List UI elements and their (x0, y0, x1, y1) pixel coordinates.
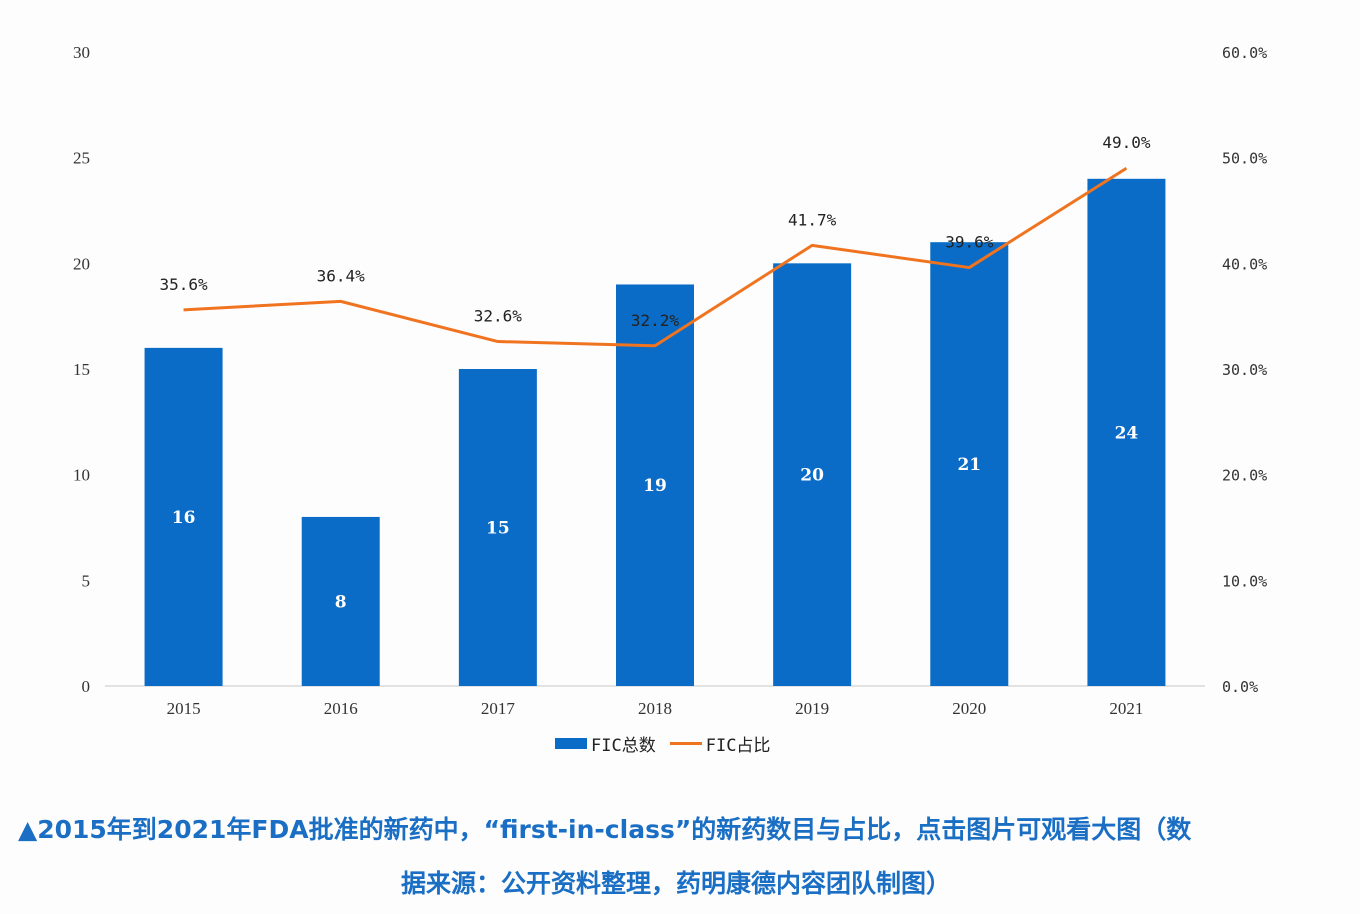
x-tick-label: 2021 (1109, 699, 1143, 718)
line-value-label: 49.0% (1102, 133, 1151, 152)
bar (301, 516, 380, 686)
line-value-label: 39.6% (945, 233, 994, 252)
bar (930, 242, 1009, 686)
x-tick-label: 2020 (952, 699, 986, 718)
right-tick-label: 30.0% (1222, 361, 1267, 379)
legend-swatch-bar (555, 738, 587, 749)
left-tick-label: 10 (73, 466, 90, 485)
legend: FIC总数 FIC占比 (555, 731, 784, 756)
left-tick-label: 30 (73, 43, 90, 62)
bar-value-label: 24 (1115, 423, 1139, 443)
bar-value-label: 19 (643, 476, 667, 496)
left-tick-label: 20 (73, 254, 90, 273)
bar (773, 263, 852, 686)
line-value-label: 36.4% (317, 266, 366, 285)
right-tick-label: 10.0% (1222, 572, 1267, 590)
x-tick-label: 2015 (167, 699, 201, 718)
line-value-label: 32.2% (631, 311, 680, 330)
legend-item-bar: FIC总数 (555, 731, 656, 756)
right-tick-label: 20.0% (1222, 467, 1267, 485)
right-tick-label: 40.0% (1222, 255, 1267, 273)
left-tick-label: 5 (82, 571, 91, 590)
legend-label-bar: FIC总数 (591, 736, 656, 756)
combo-chart: 0 5 10 15 20 25 30 0.0% 10.0% 20.0% 30.0% 40.0% 50.… (73, 43, 1267, 718)
bar-value-label: 20 (800, 466, 824, 486)
bar-value-label: 16 (172, 508, 196, 528)
caption-line-2: 据来源：公开资料整理，药明康德内容团队制图） (400, 869, 951, 898)
legend-label-line: FIC占比 (705, 736, 771, 756)
bar-series: 16 8 15 19 20 21 24 (144, 178, 1166, 687)
bar-value-label: 15 (486, 519, 510, 539)
line-series: 35.6% 36.4% 32.6% 32.2% 41.7% 39.6% 49.0% (159, 133, 1151, 348)
line-value-label: 32.6% (474, 307, 523, 326)
bar (1087, 178, 1166, 687)
right-tick-label: 60.0% (1222, 44, 1267, 62)
caption-line-1: ▲2015年到2021年FDA批准的新药中，“first-in-class”的新… (18, 815, 1192, 844)
right-tick-label: 50.0% (1222, 150, 1267, 168)
right-tick-label: 0.0% (1222, 678, 1258, 696)
bar (144, 347, 223, 686)
x-axis: 2015 2016 2017 2018 2019 2020 2021 (167, 699, 1144, 718)
bar (458, 369, 537, 686)
left-axis: 0 5 10 15 20 25 30 (73, 43, 90, 696)
x-tick-label: 2019 (795, 699, 829, 718)
bar-value-label: 8 (335, 592, 347, 612)
x-tick-label: 2016 (324, 699, 358, 718)
line-value-label: 41.7% (788, 210, 837, 229)
legend-item-line: FIC占比 (669, 731, 771, 756)
left-tick-label: 25 (73, 149, 90, 168)
x-tick-label: 2017 (481, 699, 516, 718)
bar-value-label: 21 (957, 455, 981, 475)
left-tick-label: 0 (82, 677, 91, 696)
legend-swatch-line (669, 742, 702, 745)
right-axis: 0.0% 10.0% 20.0% 30.0% 40.0% 50.0% 60.0% (1222, 44, 1267, 696)
x-tick-label: 2018 (638, 699, 672, 718)
line-value-label: 35.6% (159, 275, 208, 294)
bar (616, 284, 694, 686)
left-tick-label: 15 (73, 360, 90, 379)
